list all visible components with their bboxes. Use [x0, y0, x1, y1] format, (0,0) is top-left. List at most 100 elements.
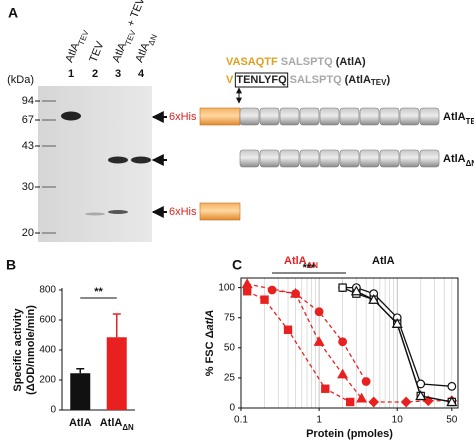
gel-band — [131, 156, 151, 164]
his-tag-box — [199, 107, 241, 126]
significance-label: ** — [94, 286, 103, 298]
marker-label: 30 — [22, 181, 34, 193]
label: TEV — [87, 39, 106, 64]
domain-repeat — [399, 107, 420, 126]
y-axis-label: % FSC ΔatlA — [204, 310, 216, 377]
kda-label: (kDa) — [7, 74, 34, 86]
y-axis-label: (ΔOD/nmole/min) — [25, 305, 37, 395]
y-tick-label: 800 — [39, 285, 56, 296]
series-line — [246, 290, 351, 403]
label-text: AtlA — [443, 153, 466, 165]
domain-repeat — [339, 107, 360, 126]
label-suffix: + TEV — [125, 0, 148, 28]
point — [291, 289, 300, 299]
y-tick-label: 25 — [224, 373, 236, 384]
bar — [106, 337, 127, 410]
panel-label: A — [8, 5, 18, 21]
y-tick-label: 0 — [229, 403, 235, 414]
x-tick-label: AtlAΔN — [100, 417, 134, 432]
y-label-italic: atlA — [204, 310, 216, 331]
label-subscript: ΔN — [466, 159, 474, 168]
point — [446, 396, 458, 407]
lane-number: 3 — [115, 68, 121, 80]
marker-label: 43 — [22, 140, 34, 152]
marker-label: 67 — [22, 114, 34, 126]
plot-frame — [240, 277, 459, 409]
point — [345, 397, 355, 407]
x-tick-label: 1 — [316, 415, 322, 426]
label-subscript: ΔN — [146, 33, 159, 47]
gel — [38, 86, 152, 242]
sequence-part: VASAQTF — [226, 56, 278, 68]
domain-repeat — [379, 107, 400, 126]
lane-number: 4 — [138, 68, 145, 80]
x-tick-label: 0.1 — [234, 415, 248, 426]
point — [337, 368, 349, 379]
panel-label: C — [232, 257, 242, 273]
label: AtlA — [372, 255, 395, 267]
domain-repeat — [339, 149, 360, 168]
point — [338, 283, 347, 292]
y-tick-label: 200 — [39, 375, 56, 386]
sequence-part: TENLYFQ — [236, 74, 287, 86]
gel-band — [108, 210, 128, 214]
y-axis-label: Specific activity — [12, 308, 24, 392]
sequence-part: (AtlA — [345, 74, 371, 86]
point — [313, 336, 325, 346]
gel-band — [61, 111, 81, 121]
point — [338, 337, 348, 347]
y-tick-label: 600 — [39, 315, 56, 326]
point — [241, 278, 253, 289]
lane-number: 2 — [92, 68, 98, 80]
domain-repeat — [399, 149, 420, 168]
point — [260, 295, 269, 304]
point — [314, 307, 324, 317]
category-subscript: ΔN — [122, 423, 134, 432]
sequence-part: V — [226, 74, 234, 86]
sequence-part: SALSPTQ — [281, 56, 333, 68]
domain-repeat — [359, 149, 380, 168]
sequence-part: SALSPTQ — [290, 74, 342, 86]
domain-repeat — [379, 149, 400, 168]
point — [400, 396, 412, 408]
x-tick-label: 10 — [392, 415, 404, 426]
sequence-part: TEV — [371, 78, 387, 87]
tag-label: 6xHis — [169, 111, 197, 123]
label-subscript: ΔN — [307, 261, 319, 270]
y-tick-label: 50 — [224, 342, 236, 353]
y-tick-label: 75 — [224, 312, 236, 323]
label-text: TEV — [87, 39, 106, 64]
point — [242, 287, 252, 296]
domain-repeat — [299, 149, 320, 168]
point — [283, 325, 293, 334]
point — [447, 381, 457, 391]
domain-repeat — [259, 149, 280, 168]
domain-repeat — [319, 149, 340, 168]
domain-repeat — [259, 107, 280, 126]
label-subscript: TEV — [466, 117, 474, 126]
sequence-part: ) — [386, 74, 390, 86]
domain-repeat — [319, 107, 340, 126]
point — [368, 293, 380, 304]
label-text: AtlA — [372, 255, 395, 267]
marker-label: 94 — [22, 95, 34, 107]
label: AtlATEV — [443, 111, 474, 126]
significance-label: *** — [303, 262, 317, 274]
sequence-part: (AtlA) — [336, 56, 366, 68]
category-text: AtlA — [69, 417, 92, 429]
label-subscript: TEV — [76, 28, 90, 46]
y-label-text: % FSC Δ — [204, 330, 216, 376]
label: AtlAΔN — [284, 255, 318, 270]
domain-repeat — [279, 149, 300, 168]
point — [356, 392, 368, 403]
point — [415, 390, 427, 401]
domain-repeat — [299, 107, 320, 126]
series-line — [373, 400, 452, 403]
gel-band — [108, 156, 128, 164]
label-text: AtlA — [284, 255, 307, 267]
y-tick-label: 0 — [50, 405, 56, 416]
label-text: AtlA — [443, 111, 466, 123]
x-tick-label: 50 — [446, 415, 458, 426]
point — [368, 396, 380, 408]
